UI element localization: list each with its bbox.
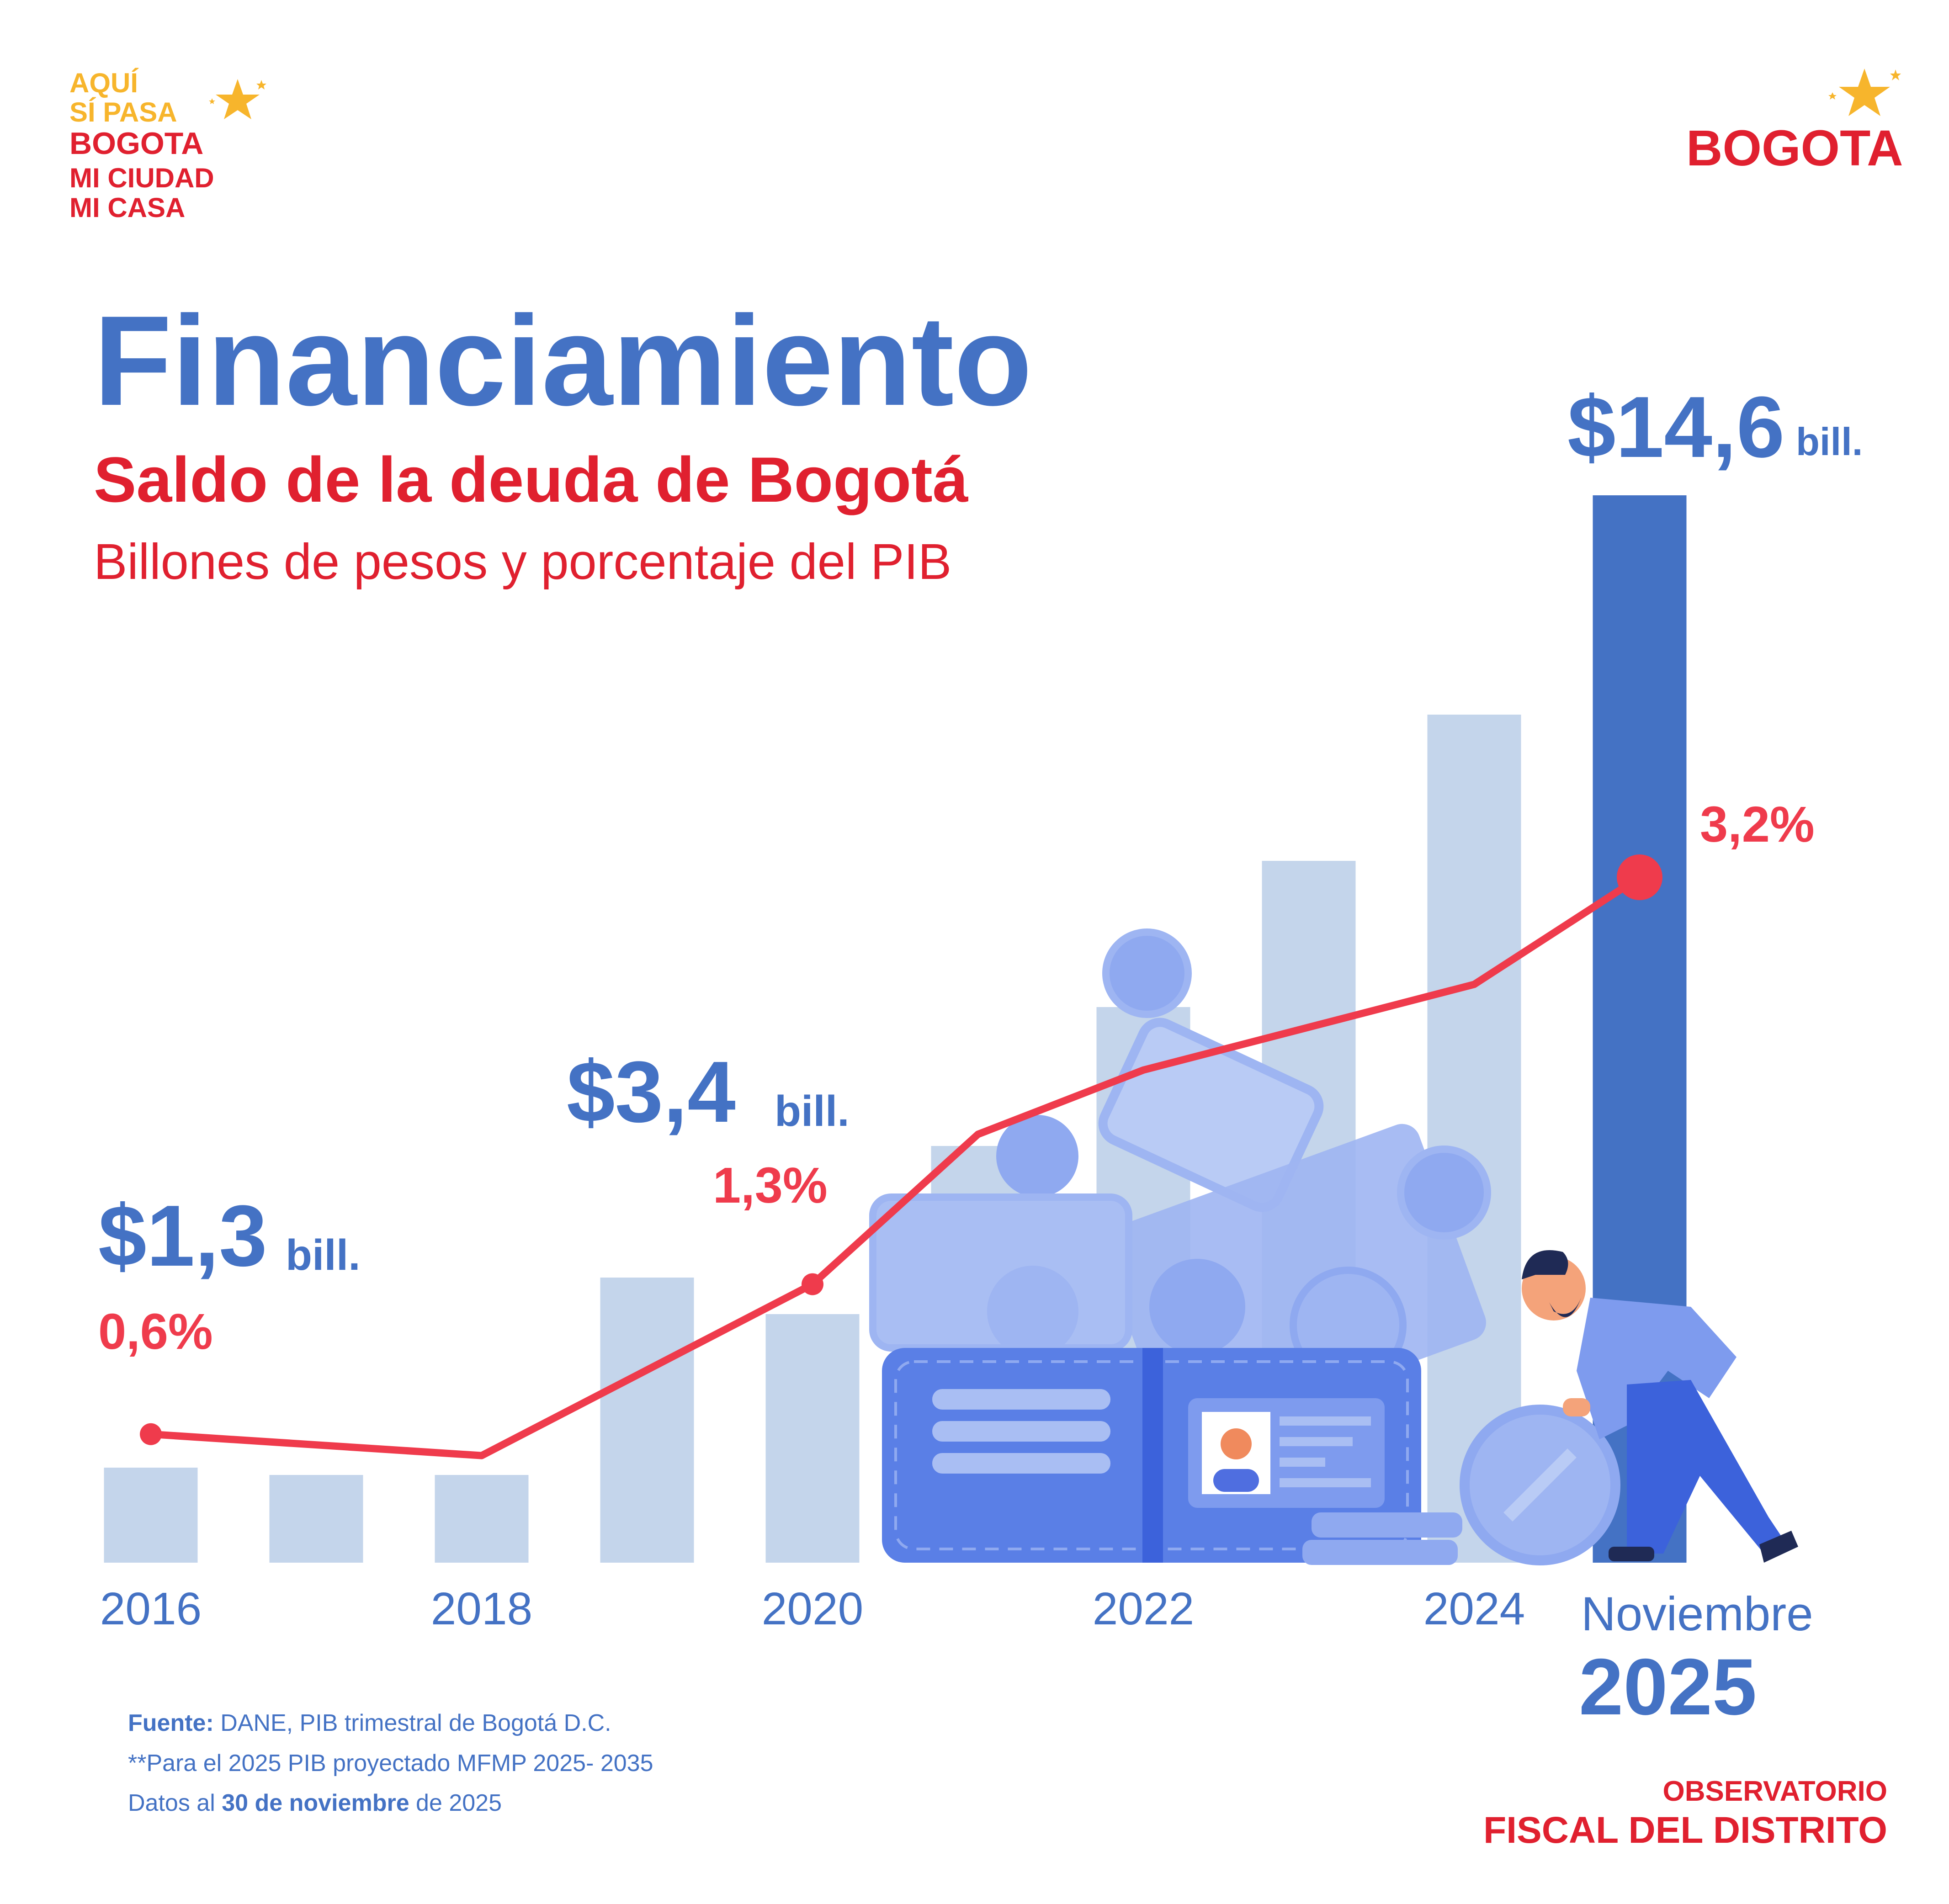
last-category-month: Noviembre (1581, 1587, 1813, 1641)
star-icon (209, 79, 266, 119)
star-icon (1828, 69, 1901, 116)
source-label: Fuente: (128, 1710, 214, 1736)
projection-note: **Para el 2025 PIB proyectado MFMP 2025-… (128, 1750, 653, 1777)
source-text: DANE, PIB trimestral de Bogotá D.C. (213, 1710, 611, 1736)
pib-line-layer (140, 854, 1662, 1459)
date-bold: 30 de noviembre (222, 1790, 409, 1816)
x-tick-2024: 2024 (1423, 1583, 1525, 1634)
pib-point-2016 (140, 1423, 162, 1445)
source-note: Fuente: DANE, PIB trimestral de Bogotá D… (128, 1711, 611, 1735)
logo-line-5: MI CASA (69, 192, 186, 223)
pib-point-2020 (802, 1273, 823, 1295)
units-label: Billones de pesos y porcentaje del PIB (94, 534, 952, 590)
callout-2025-pct: 3,2% (1700, 796, 1815, 853)
logo-line-2: SÍ PASA (69, 97, 177, 127)
bogota-logo-text: BOGOTA (1686, 120, 1903, 176)
bar-2020 (765, 1314, 860, 1563)
page-subtitle: Saldo de la deuda de Bogotá (94, 444, 968, 515)
date-pre: Datos al (128, 1790, 222, 1816)
callout-2016-unit: bill. (286, 1231, 361, 1279)
pib-point-noviembre-2025 (1617, 854, 1662, 900)
person-illustration (1522, 1250, 1798, 1563)
date-note: Datos al 30 de noviembre de 2025 (128, 1791, 502, 1815)
x-tick-2020: 2020 (762, 1583, 863, 1634)
logo-line-1: AQUÍ (69, 68, 138, 98)
observatorio-line-1: OBSERVATORIO (1662, 1776, 1888, 1807)
logo-line-3: BOGOTA (69, 126, 204, 161)
callout-2020-value: $3,4 (567, 1044, 736, 1140)
bar-2017 (269, 1475, 363, 1563)
bar-2016 (104, 1468, 198, 1563)
bar-2018 (435, 1475, 529, 1563)
pib-line (150, 874, 1642, 1459)
callout-2020-unit: bill. (775, 1087, 850, 1135)
x-axis-ticks: 2016 2018 2020 2022 2024 (100, 1583, 1525, 1634)
x-tick-2022: 2022 (1093, 1583, 1194, 1634)
bar-2019 (600, 1278, 694, 1563)
observatorio-line-2: FISCAL DEL DISTRITO (1483, 1809, 1887, 1851)
callout-2016-value: $1,3 (98, 1188, 267, 1284)
callout-2025-value: $14,6 (1567, 379, 1785, 476)
date-post: de 2025 (409, 1790, 502, 1816)
callout-2016-pct: 0,6% (98, 1304, 213, 1360)
money-illustration (869, 928, 1620, 1565)
callout-2020-pct: 1,3% (713, 1157, 828, 1214)
x-tick-2016: 2016 (100, 1583, 202, 1634)
last-category-year: 2025 (1579, 1643, 1757, 1732)
x-tick-2018: 2018 (431, 1583, 532, 1634)
logo-line-4: MI CIUDAD (69, 163, 214, 193)
page-title: Financiamiento (94, 290, 1032, 432)
callout-2025-unit: bill. (1796, 420, 1863, 464)
